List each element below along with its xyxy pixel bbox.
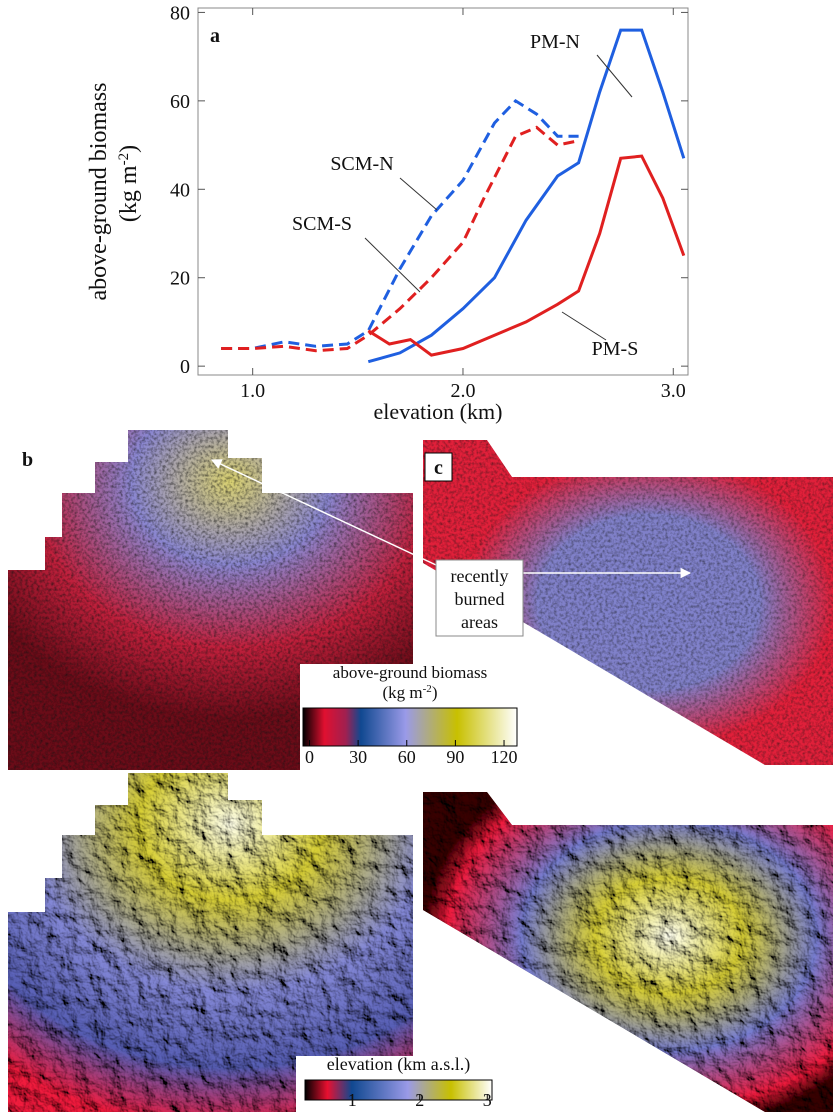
colorbar-title: elevation (km a.s.l.) (327, 1054, 470, 1075)
series-line (221, 98, 579, 350)
colorbar-tick-label: 1 (348, 1090, 357, 1110)
label-leader (364, 237, 421, 293)
y-tick-label: 80 (170, 2, 190, 24)
series-label: SCM-S (292, 213, 352, 235)
panel-label-box (424, 452, 453, 482)
colorbar-tick-label: 2 (415, 1090, 424, 1110)
x-axis-label: elevation (km) (374, 399, 503, 424)
map-biomass-c (423, 440, 833, 765)
x-tick-label: 1.0 (240, 380, 265, 402)
panel-label: c (434, 457, 443, 479)
colorbar-gradient (304, 1079, 493, 1101)
y-axis-label: above-ground biomass (86, 83, 112, 301)
y-axis-label-part: (kg m (116, 165, 142, 222)
series-label: SCM-N (330, 153, 393, 175)
series-label: PM-N (530, 31, 580, 53)
colorbar-title: (kg m-2) (383, 683, 438, 702)
colorbar-gradient (302, 707, 518, 747)
annotation-arrow (211, 459, 437, 566)
colorbar-tick-label: 30 (349, 747, 367, 767)
series-line (367, 154, 686, 357)
panel-label: a (210, 25, 220, 47)
colorbar-title-part: (kg m (383, 683, 423, 702)
colorbar-title-part: ) (432, 683, 438, 702)
chart: a 1.0 2.0 3.0 0 20 40 60 80 elevation (km) above-g… (86, 2, 689, 424)
plot-frame (197, 7, 689, 376)
y-tick-label: 0 (180, 356, 190, 378)
annotation-line: burned (455, 589, 505, 609)
colorbars: above-ground biomass(kg m-2) 0 30 60 90 120 el… (302, 663, 518, 1110)
colorbar-tick-label: 120 (491, 747, 518, 767)
series-line (367, 28, 686, 364)
label-leader (561, 311, 607, 341)
y-tick-label: 60 (170, 91, 190, 113)
map-elevation-c (423, 792, 833, 1112)
y-tick-label: 20 (170, 268, 190, 290)
panel-label: b (22, 449, 33, 471)
annotation-line: recently (451, 566, 509, 586)
map-elevation-b (8, 773, 413, 1112)
label-leader (399, 177, 438, 211)
colorbar-title-sup: -2 (423, 683, 432, 695)
y-tick-label: 40 (170, 179, 190, 201)
colorbar-tick-label: 3 (483, 1090, 492, 1110)
colorbar-tick-label: 60 (398, 747, 416, 767)
series-label: PM-S (592, 338, 639, 360)
x-tick-label: 3.0 (661, 380, 686, 402)
y-axis-label-sup: -2 (116, 153, 132, 166)
y-axis-label-part: ) (116, 145, 142, 153)
colorbar-tick-label: 0 (305, 747, 314, 767)
annotation: recently burned areas (451, 566, 509, 632)
label-leader (596, 54, 633, 98)
annotation-box (435, 559, 524, 637)
series-line (221, 125, 579, 353)
colorbar-title: above-ground biomass (333, 663, 487, 682)
x-tick-label: 2.0 (450, 380, 475, 402)
annotation-line: areas (461, 612, 498, 632)
colorbar-tick-label: 90 (446, 747, 464, 767)
y-axis-label: (kg m-2) (116, 145, 142, 222)
